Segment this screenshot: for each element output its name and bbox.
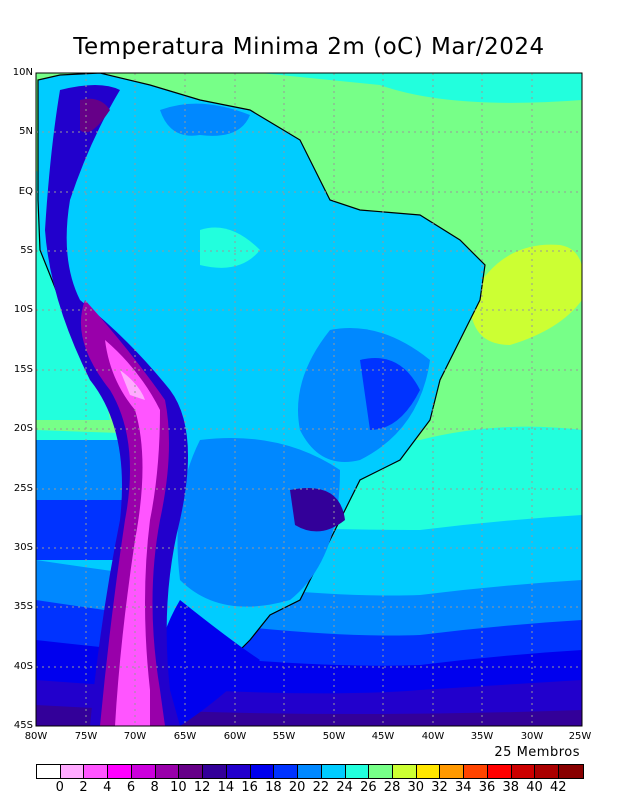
colorbar-swatch: [464, 765, 488, 778]
colorbar-label: 6: [126, 780, 136, 795]
colorbar-swatch: [369, 765, 394, 778]
colorbar-label: 0: [55, 780, 64, 795]
serra-patch: [290, 488, 345, 532]
colorbar-swatch: [274, 765, 299, 778]
colorbar: [36, 764, 584, 779]
minas-patch: [360, 358, 420, 430]
colorbar-swatch: [298, 765, 322, 778]
colorbar-swatch: [226, 765, 251, 778]
lon-label: 50W: [322, 731, 346, 742]
colorbar-label: 30: [407, 780, 425, 795]
colorbar-label: 4: [103, 780, 112, 795]
lon-label: 45W: [371, 731, 395, 742]
guiana-patch: [160, 103, 250, 136]
lat-label: 10S: [13, 304, 33, 315]
altiplano-peak: [120, 370, 145, 400]
colorbar-label: 40: [526, 780, 543, 795]
colorbar-swatch: [440, 765, 465, 778]
colorbar-label: 22: [312, 780, 330, 795]
colorbar-label: 24: [336, 780, 353, 795]
colorbar-label: 38: [502, 780, 520, 795]
colorbar-swatch: [84, 765, 109, 778]
colorbar-label: 14: [217, 780, 235, 795]
colorbar-label: 36: [478, 780, 496, 795]
colorbar-swatch: [250, 765, 275, 778]
lat-label: 35S: [13, 601, 33, 612]
lat-label: 25S: [13, 483, 33, 494]
lon-label: 75W: [74, 731, 98, 742]
lat-label: 30S: [13, 542, 33, 553]
south-patch: [177, 438, 340, 607]
colorbar-swatch: [416, 765, 441, 778]
colorbar-label: 18: [265, 780, 282, 795]
pacific-22: [36, 440, 125, 500]
lon-label: 25W: [568, 731, 592, 742]
grid-lines: [36, 73, 582, 726]
colorbar-swatch: [535, 765, 560, 778]
temperature-map: [35, 72, 583, 727]
patagonia-patch: [150, 600, 260, 726]
colorbar-swatch: [131, 765, 156, 778]
colorbar-swatch: [37, 765, 61, 778]
colorbar-label: 26: [360, 780, 377, 795]
colorbar-label: 42: [549, 780, 567, 795]
colorbar-swatch: [487, 765, 512, 778]
map-frame: [35, 72, 583, 727]
colorbar-swatch: [155, 765, 180, 778]
lat-label: 15S: [13, 364, 33, 375]
colorbar-label: 34: [455, 780, 472, 795]
pacific-20: [36, 500, 125, 560]
lat-label: 45S: [13, 720, 33, 731]
andes-inner: [105, 340, 160, 726]
contour-28-blob: [470, 244, 582, 345]
colorbar-label: 12: [193, 780, 211, 795]
colorbar-swatch: [179, 765, 204, 778]
lat-label: 10N: [12, 67, 33, 78]
lon-label: 65W: [173, 731, 197, 742]
lat-label: EQ: [18, 186, 33, 197]
lat-label: 20S: [13, 423, 33, 434]
lon-label: 70W: [123, 731, 147, 742]
colorbar-label: 20: [288, 780, 306, 795]
lon-label: 40W: [421, 731, 445, 742]
colorbar-swatch: [345, 765, 370, 778]
lon-label: 35W: [470, 731, 494, 742]
colorbar-swatch: [393, 765, 417, 778]
colorbar-label: 8: [150, 780, 159, 795]
lat-label: 5S: [20, 245, 33, 256]
colorbar-label: 10: [170, 780, 187, 795]
colorbar-label: 2: [79, 780, 88, 795]
colorbar-swatch: [511, 765, 536, 778]
lat-label: 40S: [13, 661, 33, 672]
lat-label: 5N: [19, 126, 33, 137]
colombia-andes: [80, 98, 110, 133]
colorbar-swatch: [60, 765, 85, 778]
lon-label: 30W: [520, 731, 544, 742]
lon-label: 80W: [24, 731, 48, 742]
colorbar-swatch: [321, 765, 346, 778]
contour-26: [260, 73, 582, 103]
colorbar-swatch: [559, 765, 583, 778]
members-label: 25 Membros: [494, 745, 580, 760]
colorbar-label: 32: [431, 780, 448, 795]
colorbar-label: 28: [383, 780, 401, 795]
lon-label: 60W: [223, 731, 247, 742]
map-title: Temperatura Minima 2m (oC) Mar/2024: [73, 34, 545, 60]
amazon-patch: [200, 227, 260, 268]
colorbar-swatch: [203, 765, 227, 778]
lon-label: 55W: [272, 731, 296, 742]
colorbar-swatch: [108, 765, 132, 778]
colorbar-label: 16: [241, 780, 258, 795]
